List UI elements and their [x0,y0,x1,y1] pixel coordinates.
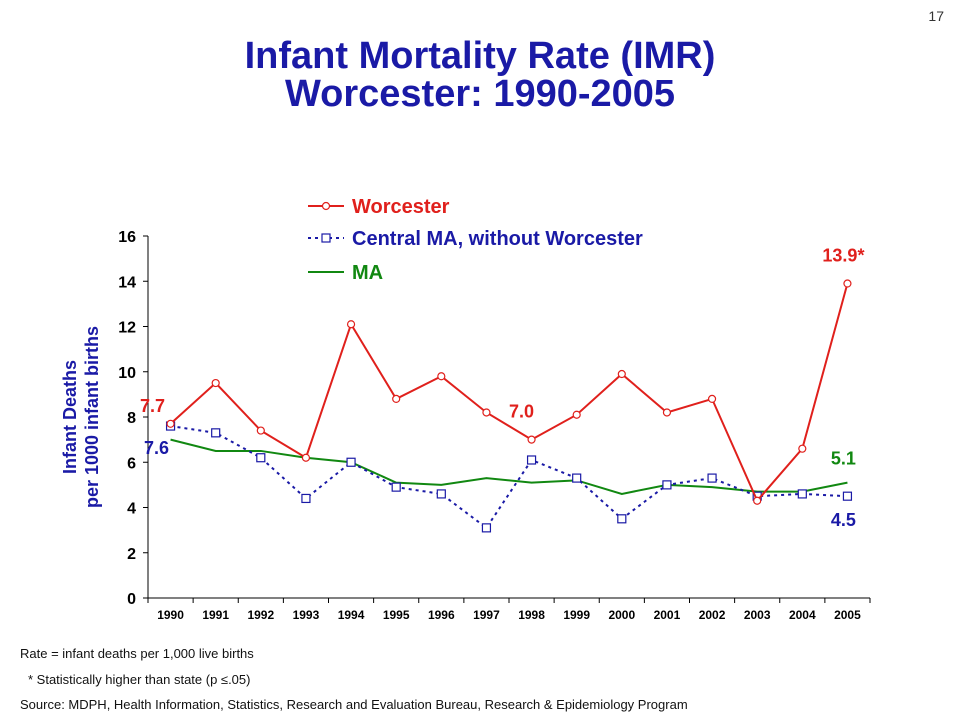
x-tick-label: 1994 [338,608,365,622]
y-tick-label: 2 [127,546,136,563]
y-tick-label: 0 [127,591,136,608]
data-point [753,496,762,505]
y-tick-label: 16 [118,229,136,246]
data-point [436,489,446,499]
slide-number: 17 [928,8,944,24]
y-tick-label: 8 [127,410,136,427]
data-point [391,482,401,492]
data-point [527,435,536,444]
data-point [662,408,672,417]
data-label: 13.9* [822,246,864,266]
legend-marker [321,201,331,211]
y-tick-label: 10 [118,365,136,382]
y-tick-label: 14 [118,274,136,291]
data-point [211,428,221,438]
x-tick-label: 1996 [428,608,455,622]
x-tick-label: 1990 [157,608,184,622]
data-point [301,453,311,462]
x-tick-label: 1998 [518,608,545,622]
x-tick-label: 2004 [789,608,816,622]
data-point [301,493,311,504]
data-point [707,473,717,483]
x-tick-label: 1997 [473,608,500,622]
y-axis-title-line2: per 1000 infant births [82,326,102,508]
x-tick-label: 1999 [563,608,590,622]
legend-label: Central MA, without Worcester [352,228,643,250]
data-point [526,455,537,465]
data-point [481,523,492,533]
y-tick-label: 12 [118,320,136,337]
data-label: 5.1 [831,449,856,469]
chart-title-line2: Worcester: 1990-2005 [284,73,676,115]
data-point [797,489,807,499]
x-tick-label: 1995 [383,608,410,622]
y-tick-label: 4 [127,501,136,518]
x-tick-label: 1992 [247,608,274,622]
chart-title-line1: Infant Mortality Rate (IMR) [244,35,716,77]
rate-note: Rate = infant deaths per 1,000 live birt… [20,646,254,661]
series-line-0 [169,283,849,503]
data-point [211,378,220,388]
data-label: 4.5 [831,510,856,530]
y-axis-title-line1: Infant Deaths [60,360,80,474]
data-point [707,394,717,403]
legend-label: Worcester [352,196,450,218]
x-tick-label: 1991 [202,608,229,622]
x-tick-label: 2001 [654,608,681,622]
series-line-1 [170,425,848,530]
x-tick-label: 2002 [699,608,726,622]
data-point [166,419,175,428]
source-note: Source: MDPH, Health Information, Statis… [20,697,688,712]
data-point [842,491,853,501]
x-tick-label: 1993 [293,608,320,622]
data-label: 7.6 [144,438,169,458]
data-point [346,320,356,329]
data-point [437,372,446,381]
data-point [482,408,491,417]
x-tick-label: 2000 [608,608,635,622]
series-line-2 [170,438,848,495]
data-point [392,394,401,403]
data-point [843,279,852,288]
y-tick-label: 6 [127,455,136,472]
data-point [798,444,807,453]
data-point [617,369,626,379]
legend-label: MA [352,262,383,284]
data-point [572,473,582,483]
legend-marker [321,233,331,243]
data-point [572,410,581,419]
significance-note: * Statistically higher than state (p ≤.0… [28,672,251,687]
data-point [256,426,265,435]
data-point [662,480,672,490]
data-point [256,453,266,463]
data-point [617,514,627,524]
data-label: 7.7 [140,396,165,416]
data-label: 7.0 [509,402,534,422]
x-tick-label: 2005 [834,608,861,622]
x-tick-label: 2003 [744,608,771,622]
data-point [346,457,356,467]
